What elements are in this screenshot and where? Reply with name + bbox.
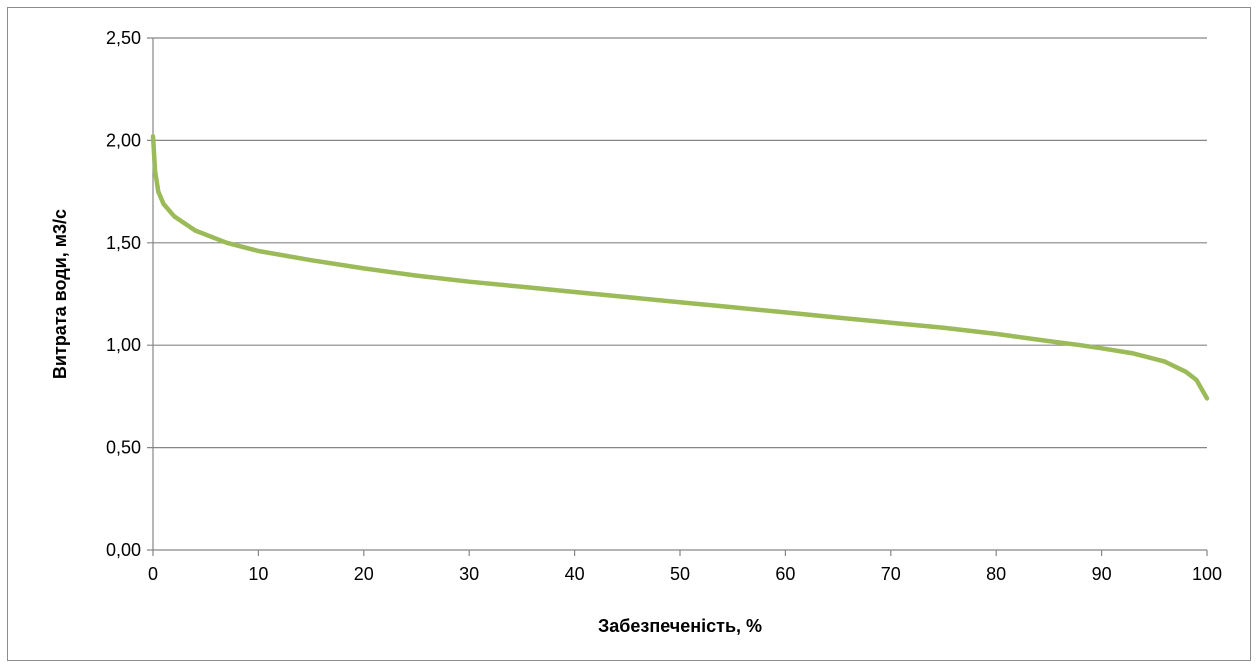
y-tick-labels: 0,00 0,50 1,00 1,50 2,00 2,50 [106, 28, 141, 560]
y-tick-label: 0,50 [106, 438, 141, 458]
y-tick-label: 0,00 [106, 540, 141, 560]
x-tick-label: 90 [1092, 564, 1112, 584]
y-tick-label: 2,00 [106, 130, 141, 150]
x-tick-label: 20 [354, 564, 374, 584]
x-tick-label: 10 [248, 564, 268, 584]
x-tick-label: 100 [1192, 564, 1222, 584]
x-tick-label: 0 [148, 564, 158, 584]
x-tick-label: 80 [986, 564, 1006, 584]
x-tick-label: 70 [881, 564, 901, 584]
chart-frame [7, 7, 1251, 661]
x-tick-label: 30 [459, 564, 479, 584]
x-tick-labels: 0 10 20 30 40 50 60 70 80 90 100 [148, 564, 1222, 584]
y-tick-label: 1,50 [106, 233, 141, 253]
x-axis-title: Забезпеченість, % [598, 616, 762, 636]
x-tick-label: 50 [670, 564, 690, 584]
series-layer [150, 134, 1210, 401]
y-tick-label: 1,00 [106, 335, 141, 355]
x-tick-label: 40 [565, 564, 585, 584]
x-tick-label: 60 [775, 564, 795, 584]
y-tick-label: 2,50 [106, 28, 141, 48]
y-axis-title: Витрата води, м3/с [50, 209, 70, 379]
series-line-0 [150, 134, 1210, 401]
grid-lines [147, 37, 1208, 556]
